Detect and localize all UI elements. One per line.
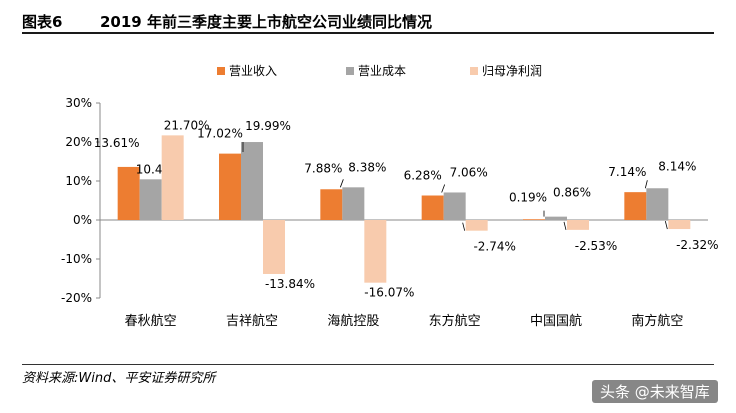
legend-swatch	[346, 67, 354, 75]
x-tick-label: 春秋航空	[125, 313, 177, 329]
watermark: 头条 @未来智库	[592, 380, 718, 403]
bar	[139, 179, 162, 220]
legend-swatch	[470, 67, 478, 75]
bar	[241, 142, 263, 220]
bar-chart: -20%-10%0%10%20%30%营业收入 营业成本 归母净利润13.61%10…	[61, 64, 719, 329]
data-label: 6.28%	[404, 169, 442, 183]
bar	[117, 166, 140, 220]
data-label: -16.07%	[364, 286, 414, 300]
bar	[523, 219, 545, 220]
data-label: 0.19%	[509, 190, 547, 204]
data-label: -2.74%	[473, 240, 515, 254]
data-label: 7.88%	[304, 161, 342, 175]
bar	[219, 153, 241, 220]
bar	[443, 192, 466, 220]
legend-swatch	[217, 67, 225, 75]
x-tick-label: 中国国航	[530, 313, 582, 329]
bar	[545, 216, 567, 220]
footer-divider	[22, 364, 714, 365]
data-label: 8.38%	[348, 160, 386, 174]
data-label: 7.14%	[608, 165, 646, 179]
bar	[342, 187, 365, 220]
bar	[161, 135, 184, 220]
legend-label: 归母净利润	[482, 64, 542, 78]
legend-label: 营业成本	[358, 64, 406, 78]
data-label-leader	[644, 180, 648, 189]
data-label: -2.53%	[575, 239, 617, 253]
x-tick-label: 海航控股	[327, 313, 379, 329]
figure-header: 图表6 2019 年前三季度主要上市航空公司业绩同比情况	[22, 8, 714, 34]
y-tick-label: 30%	[65, 96, 92, 110]
bar	[364, 220, 387, 283]
y-tick-label: -10%	[61, 252, 92, 266]
bar	[465, 220, 488, 231]
bar	[421, 195, 444, 220]
data-label: 21.70%	[164, 118, 210, 132]
data-label: 19.99%	[245, 119, 291, 133]
data-label-leader	[339, 179, 344, 188]
bar	[624, 192, 647, 220]
bar	[646, 188, 669, 220]
data-label: 8.14%	[658, 159, 696, 173]
legend-label: 营业收入	[229, 64, 277, 78]
figure-title: 2019 年前三季度主要上市航空公司业绩同比情况	[100, 13, 432, 31]
source-note: 资料来源:Wind、平安证券研究所	[22, 371, 216, 386]
data-label: 17.02%	[197, 127, 243, 141]
bar	[263, 220, 285, 274]
data-label-leader	[462, 222, 466, 231]
bar	[320, 189, 343, 220]
x-tick-label: 吉祥航空	[226, 313, 278, 329]
y-tick-label: 10%	[65, 174, 92, 188]
x-tick-label: 东方航空	[429, 313, 481, 329]
data-label-leader	[664, 220, 668, 230]
y-tick-label: -20%	[61, 291, 92, 305]
bar	[668, 220, 691, 230]
data-label: -2.32%	[676, 238, 718, 252]
data-label-leader	[441, 184, 446, 193]
data-label-leader	[563, 221, 567, 230]
figure-label: 图表6	[22, 13, 63, 31]
y-tick-label: 0%	[73, 213, 92, 227]
data-label: 13.61%	[94, 136, 140, 150]
data-label: 7.06%	[450, 165, 488, 179]
data-label: -13.84%	[265, 277, 315, 291]
x-tick-label: 南方航空	[631, 313, 683, 329]
data-label: 0.86%	[553, 186, 591, 200]
bar	[567, 220, 589, 230]
y-tick-label: 20%	[65, 135, 92, 149]
